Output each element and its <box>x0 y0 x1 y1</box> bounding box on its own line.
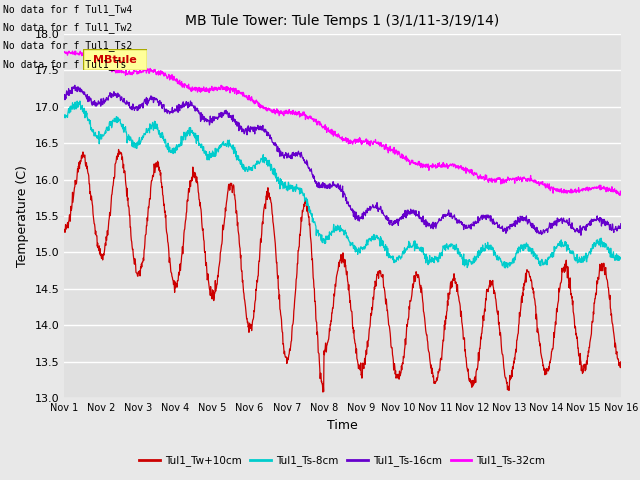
Text: No data for f Tul1_Ts2: No data for f Tul1_Ts2 <box>3 40 132 51</box>
Title: MB Tule Tower: Tule Temps 1 (3/1/11-3/19/14): MB Tule Tower: Tule Temps 1 (3/1/11-3/19… <box>185 14 500 28</box>
X-axis label: Time: Time <box>327 419 358 432</box>
Text: No data for f Tul1_Tw4: No data for f Tul1_Tw4 <box>3 4 132 15</box>
Legend: Tul1_Tw+10cm, Tul1_Ts-8cm, Tul1_Ts-16cm, Tul1_Ts-32cm: Tul1_Tw+10cm, Tul1_Ts-8cm, Tul1_Ts-16cm,… <box>135 451 550 470</box>
Text: MBtule: MBtule <box>93 55 137 64</box>
Text: No data for f Tul1_Ts: No data for f Tul1_Ts <box>3 59 127 70</box>
Y-axis label: Temperature (C): Temperature (C) <box>16 165 29 267</box>
FancyBboxPatch shape <box>83 49 147 70</box>
Text: No data for f Tul1_Tw2: No data for f Tul1_Tw2 <box>3 22 132 33</box>
